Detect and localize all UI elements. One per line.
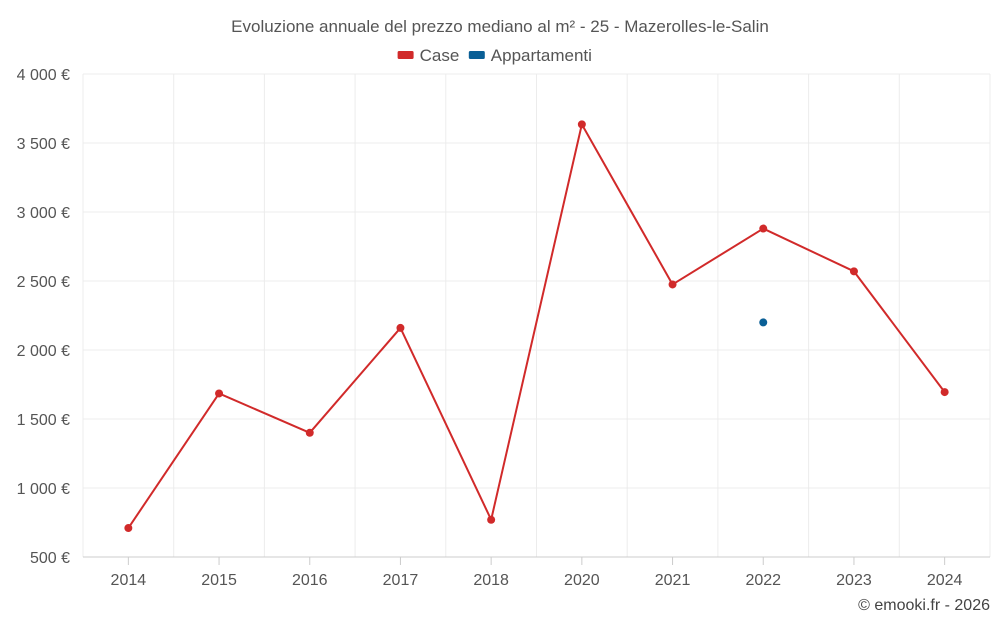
- legend-label-case: Case: [420, 46, 460, 65]
- y-tick-label: 500 €: [30, 550, 70, 567]
- grid: [82, 73, 991, 557]
- x-tick-label: 2020: [564, 572, 600, 589]
- data-point-case: [124, 524, 133, 533]
- legend-swatch-appartamenti: [468, 51, 485, 59]
- x-tick-label: 2016: [292, 572, 328, 589]
- legend-swatch-case: [397, 51, 414, 59]
- y-tick-label: 3 000 €: [17, 205, 70, 222]
- data-point-case: [305, 428, 314, 437]
- data-point-case: [940, 388, 949, 397]
- data-point-case: [668, 280, 677, 289]
- y-tick-label: 1 500 €: [17, 412, 70, 429]
- legend-label-appartamenti: Appartamenti: [491, 46, 592, 65]
- y-tick-label: 2 000 €: [17, 343, 70, 360]
- x-tick-label: 2014: [111, 572, 147, 589]
- x-tick-label: 2023: [836, 572, 872, 589]
- series-line-case: [127, 123, 946, 529]
- y-tick-label: 3 500 €: [17, 136, 70, 153]
- x-tick-label: 2021: [655, 572, 691, 589]
- credit-text: © emooki.fr - 2026: [858, 597, 990, 614]
- x-tick-label: 2015: [201, 572, 237, 589]
- chart-title: Evoluzione annuale del prezzo mediano al…: [231, 17, 769, 36]
- x-tick-label: 2024: [927, 572, 963, 589]
- series: [124, 120, 949, 533]
- data-point-case: [487, 515, 496, 524]
- y-tick-label: 2 500 €: [17, 274, 70, 291]
- legend[interactable]: Case Appartamenti: [397, 46, 592, 65]
- data-point-case: [215, 389, 224, 398]
- data-point-case: [849, 267, 858, 276]
- data-point-appartamenti: [759, 318, 768, 327]
- axes: 500 € 1 000 € 1 500 € 2 000 € 2 500 € 3 000 €…: [17, 67, 990, 589]
- y-tick-label: 4 000 €: [17, 67, 70, 84]
- x-tick-label: 2017: [383, 572, 419, 589]
- data-point-case: [396, 323, 405, 332]
- data-point-case: [759, 224, 768, 233]
- data-point-case: [577, 120, 586, 129]
- y-tick-label: 1 000 €: [17, 481, 70, 498]
- x-tick-label: 2022: [745, 572, 781, 589]
- x-tick-label: 2018: [473, 572, 509, 589]
